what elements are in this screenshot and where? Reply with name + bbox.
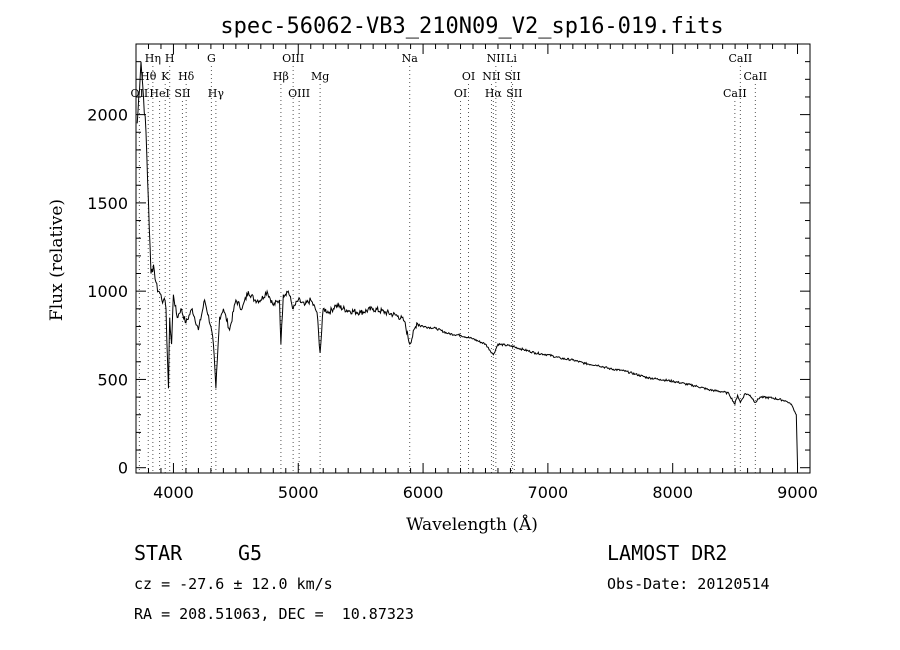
plot-frame <box>135 43 811 474</box>
y-tick-label: 1500 <box>87 194 128 213</box>
line-label: SII <box>504 70 520 83</box>
line-label: CaII <box>723 87 747 100</box>
line-label: NII <box>487 52 505 65</box>
line-label: SII <box>174 87 190 100</box>
x-axis-label: Wavelength (Å) <box>406 514 538 535</box>
line-label: OI <box>454 87 467 100</box>
object-class: STAR <box>134 541 183 565</box>
line-label: HeI <box>149 87 169 100</box>
x-tick-label: 9000 <box>777 483 818 502</box>
y-tick-label: 1000 <box>87 282 128 301</box>
line-label: K <box>161 70 170 83</box>
y-tick-label: 500 <box>97 370 128 389</box>
line-label: Hη <box>145 52 161 65</box>
x-tick-label: 7000 <box>528 483 569 502</box>
line-label: Hα <box>485 87 503 100</box>
line-label: Hδ <box>178 70 195 83</box>
line-label: CaII <box>729 52 753 65</box>
line-label: NII <box>482 70 500 83</box>
line-label: H <box>165 52 175 65</box>
y-tick-label: 0 <box>118 459 128 478</box>
line-label: SII <box>506 87 522 100</box>
redshift-readout: cz = -27.6 ± 12.0 km/s <box>134 575 333 593</box>
y-axis-label: Flux (relative) <box>47 199 67 321</box>
spectrum-line <box>136 61 798 465</box>
line-label: OI <box>462 70 475 83</box>
line-label: Hβ <box>273 70 289 83</box>
x-tick-label: 6000 <box>403 483 444 502</box>
y-tick-label: 2000 <box>87 106 128 125</box>
line-label: Na <box>402 52 419 65</box>
line-label: Hγ <box>208 87 225 100</box>
subclass: G5 <box>238 541 263 565</box>
line-label: Hθ <box>140 70 157 83</box>
line-label: Li <box>506 52 517 65</box>
x-tick-label: 4000 <box>153 483 194 502</box>
obs-date: Obs-Date: 20120514 <box>607 575 770 593</box>
line-label: OIII <box>282 52 304 65</box>
coordinates: RA = 208.51063, DEC = 10.87323 <box>134 605 414 623</box>
x-tick-label: 5000 <box>278 483 319 502</box>
line-label: G <box>207 52 216 65</box>
line-label: Mg <box>311 70 329 83</box>
line-label: OIII <box>288 87 310 100</box>
x-tick-label: 8000 <box>652 483 693 502</box>
axis-ticks: 4000 5000 6000 7000 8000 9000 0 500 1000 1500 2000 <box>87 43 818 502</box>
survey-name: LAMOST DR2 <box>607 541 728 565</box>
line-label: CaII <box>743 70 767 83</box>
chart-title: spec-56062-VB3_210N09_V2_sp16-019.fits <box>220 14 723 39</box>
